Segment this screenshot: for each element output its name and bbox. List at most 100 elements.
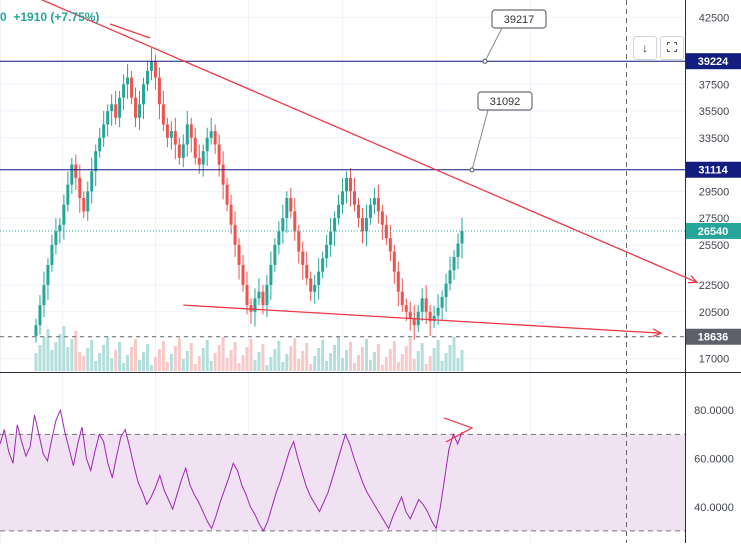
scroll-to-realtime-button[interactable]: ↓ xyxy=(633,36,657,60)
volume-bar xyxy=(189,343,193,371)
candle-body xyxy=(309,278,313,292)
candle-body xyxy=(341,191,345,205)
resistance-trendline xyxy=(40,0,698,283)
candle-body xyxy=(261,291,265,306)
candle-body xyxy=(141,84,145,105)
volume-bar xyxy=(440,361,444,371)
volume-bar xyxy=(205,340,209,371)
candle-body xyxy=(444,283,448,298)
candle-body xyxy=(317,271,321,286)
candle-body xyxy=(94,151,98,172)
volume-bar xyxy=(384,357,388,371)
volume-bar xyxy=(62,326,66,371)
support-price-tag: 18636 xyxy=(698,332,729,344)
candles xyxy=(34,48,464,343)
candle-body xyxy=(432,315,436,322)
candle-body xyxy=(452,256,456,271)
candle-body xyxy=(372,198,376,205)
candle-body xyxy=(253,298,257,312)
volume-bar xyxy=(66,347,70,371)
volume-bar xyxy=(54,342,58,371)
price-scale-tick: 17000 xyxy=(699,354,730,366)
candle-body xyxy=(356,204,360,219)
candle-body xyxy=(106,111,110,125)
volume-bar xyxy=(173,346,177,371)
candle-body xyxy=(388,238,392,252)
candle-body xyxy=(400,291,404,306)
candle-body xyxy=(70,164,74,185)
volume-bar xyxy=(460,350,464,371)
candle-body xyxy=(448,270,452,284)
candle-body xyxy=(209,131,213,138)
rsi-line xyxy=(0,408,463,532)
volume-bar xyxy=(106,337,110,371)
candle-body xyxy=(189,124,193,138)
volume-bar xyxy=(353,363,357,371)
volume-bar xyxy=(201,348,205,371)
level-tag-lower: 31114 xyxy=(698,165,728,177)
candle-body xyxy=(233,224,237,245)
price-scale-tick: 25500 xyxy=(699,240,730,252)
callout-box xyxy=(491,9,547,29)
volume-bar xyxy=(237,363,241,371)
candle-body xyxy=(380,211,384,225)
candle-body xyxy=(50,244,54,265)
candle-body xyxy=(376,198,380,212)
trendline-arrowhead xyxy=(652,328,663,338)
volume-bar xyxy=(400,354,404,371)
candle-body xyxy=(277,231,281,245)
volume-bar xyxy=(217,345,221,371)
candle-body xyxy=(269,264,273,286)
candle-body xyxy=(58,224,62,232)
candle-body xyxy=(245,285,249,306)
volume-bar xyxy=(193,364,197,371)
candle-body xyxy=(134,97,138,118)
candle-body xyxy=(149,61,153,71)
candle-body xyxy=(90,171,94,192)
candle-body xyxy=(368,204,372,219)
volume-bar xyxy=(98,353,102,371)
volume-bar xyxy=(82,356,86,371)
candle-body xyxy=(138,104,142,118)
volume-bar xyxy=(432,348,436,371)
candle-body xyxy=(337,204,341,219)
volume-bar xyxy=(70,339,74,371)
candle-body xyxy=(118,97,122,118)
volume-bar xyxy=(333,345,337,371)
volume-bar xyxy=(309,364,313,371)
candle-body xyxy=(364,218,368,232)
auto-scale-icon xyxy=(665,40,679,54)
volume-bar xyxy=(177,338,181,371)
volume-bar xyxy=(269,357,273,371)
candle-body xyxy=(329,231,333,245)
volume-bar xyxy=(380,365,384,371)
volume-bar xyxy=(257,352,261,371)
volume-bar xyxy=(141,352,145,371)
price-scale-tick: 33500 xyxy=(699,133,730,145)
volume-bar xyxy=(225,358,229,371)
callout-anchor xyxy=(482,58,488,64)
candle-body xyxy=(281,218,285,232)
volume-bar xyxy=(436,340,440,371)
candle-body xyxy=(66,184,70,205)
price-change: +1910 (+7.75%) xyxy=(13,10,100,24)
candle-body xyxy=(221,164,225,185)
volume-bar xyxy=(360,347,364,371)
candle-body xyxy=(349,177,353,192)
candle-body xyxy=(241,264,245,286)
last-price-tag-bg xyxy=(686,222,741,239)
volume-bar xyxy=(118,342,122,371)
candle-body xyxy=(157,77,161,105)
rsi-triangle-pattern xyxy=(443,417,474,443)
volume-bar xyxy=(364,339,368,371)
volume-bar xyxy=(396,362,400,371)
volume-bar xyxy=(197,356,201,371)
volume-bar xyxy=(404,346,408,371)
volume-bar xyxy=(329,353,333,371)
auto-scale-button[interactable] xyxy=(660,36,684,60)
candle-body xyxy=(145,70,149,85)
rsi-scale-tick: 80.0000 xyxy=(694,405,734,417)
candle-body xyxy=(325,244,329,259)
